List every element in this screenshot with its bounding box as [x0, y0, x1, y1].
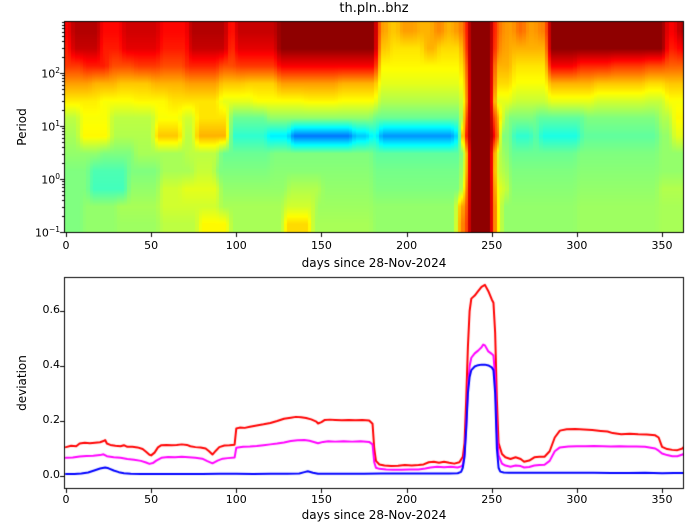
- top-y-tick-label: 102: [41, 65, 60, 81]
- bottom-x-tick-label: 200: [396, 493, 418, 506]
- bottom-x-axis-label: days since 28-Nov-2024: [301, 508, 447, 522]
- top-x-tick-label: 350: [651, 239, 673, 252]
- bottom-x-tick-label: 100: [225, 493, 247, 506]
- top-x-tick-label: 200: [396, 239, 418, 252]
- bottom-x-tick-label: 250: [481, 493, 503, 506]
- bottom-x-tick-label: 350: [651, 493, 673, 506]
- plot-title: th.pln..bhz: [339, 1, 409, 16]
- top-y-tick-label: 100: [41, 171, 60, 187]
- bottom-y-tick-label: 0.4: [42, 358, 61, 371]
- bottom-y-tick-label: 0.0: [42, 468, 61, 481]
- top-x-tick-label: 0: [62, 239, 70, 252]
- bottom-x-tick-label: 50: [144, 493, 159, 506]
- top-x-tick-label: 100: [225, 239, 247, 252]
- bottom-y-tick-label: 0.2: [42, 413, 61, 426]
- bottom-x-tick-label: 300: [566, 493, 588, 506]
- top-x-tick-label: 250: [481, 239, 503, 252]
- bottom-x-tick-label: 150: [310, 493, 332, 506]
- top-y-tick-label: 101: [41, 118, 60, 134]
- top-x-tick-label: 300: [566, 239, 588, 252]
- bottom-y-tick-label: 0.6: [42, 303, 61, 316]
- top-x-tick-label: 150: [310, 239, 332, 252]
- top-x-axis-label: days since 28-Nov-2024: [301, 256, 447, 270]
- bottom-x-tick-label: 0: [62, 493, 70, 506]
- top-y-tick-label: 10−1: [34, 225, 60, 240]
- top-x-tick-label: 50: [144, 239, 159, 252]
